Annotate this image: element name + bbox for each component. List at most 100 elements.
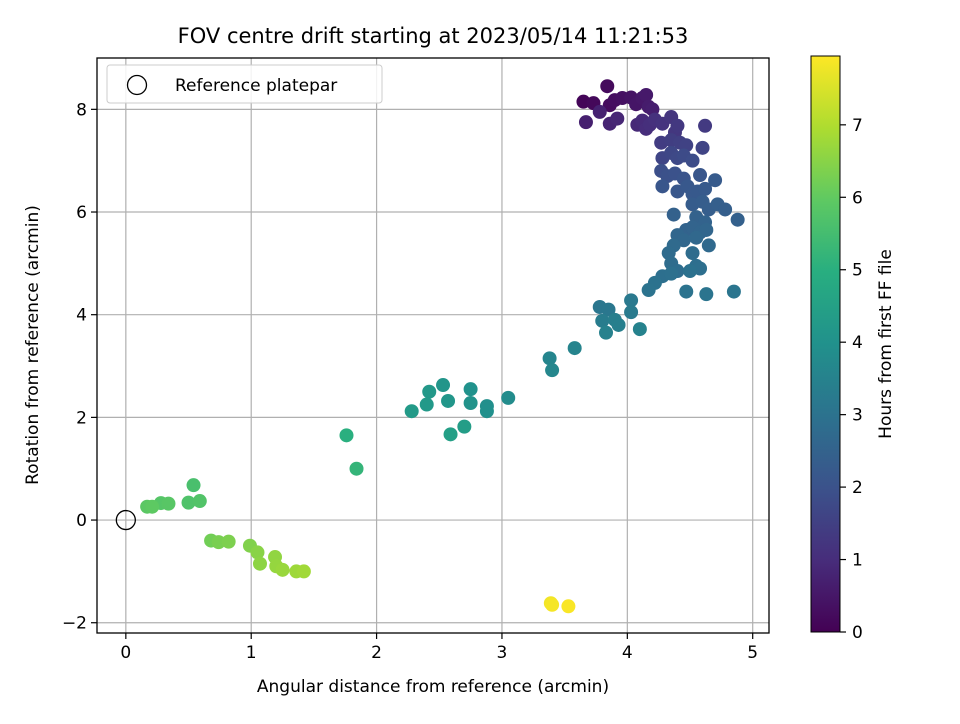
x-tick-label: 3 <box>497 643 508 663</box>
data-point <box>211 535 226 550</box>
colorbar-tick-label: 4 <box>852 333 863 353</box>
y-tick-label: 8 <box>76 100 87 120</box>
x-axis-label: Angular distance from reference (arcmin) <box>257 677 609 697</box>
colorbar-label: Hours from first FF file <box>876 249 896 439</box>
data-point <box>545 597 560 612</box>
data-point <box>192 494 207 509</box>
colorbar-tick-label: 5 <box>852 261 863 281</box>
colorbar <box>810 55 841 633</box>
data-point <box>252 556 267 571</box>
data-point <box>685 153 700 168</box>
data-point <box>632 322 647 337</box>
data-point <box>624 293 639 308</box>
data-point <box>701 238 716 253</box>
data-point <box>275 562 290 577</box>
data-point <box>699 222 714 237</box>
data-point <box>624 305 639 320</box>
plot-frame <box>96 57 770 634</box>
data-point <box>463 382 478 397</box>
legend-marker-reference <box>126 74 148 96</box>
data-point <box>441 393 456 408</box>
data-point <box>221 534 236 549</box>
x-tick-label: 2 <box>371 643 382 663</box>
data-point <box>463 396 478 410</box>
data-point <box>436 378 451 393</box>
data-point <box>542 351 557 366</box>
data-point <box>685 246 700 261</box>
data-point <box>250 545 265 560</box>
reference-platepar-marker <box>115 509 136 531</box>
data-point <box>600 79 615 94</box>
data-point <box>561 599 576 614</box>
grid-lines <box>97 58 769 633</box>
data-point <box>699 287 714 302</box>
legend-label-reference: Reference platepar <box>175 76 337 96</box>
y-tick-label: 2 <box>76 408 87 428</box>
data-point <box>601 302 616 317</box>
data-point <box>443 427 458 442</box>
data-point <box>145 499 160 514</box>
data-point <box>186 478 201 493</box>
y-tick-label: 0 <box>76 511 87 531</box>
data-point <box>708 173 723 188</box>
data-point <box>641 283 656 298</box>
data-point <box>664 266 679 281</box>
legend: Reference platepar <box>106 64 383 104</box>
data-point <box>655 179 670 194</box>
data-point <box>419 397 434 412</box>
data-point <box>683 264 698 279</box>
colorbar-ticks: 0 1 2 3 4 5 6 7 <box>840 116 863 643</box>
data-point <box>296 564 311 579</box>
y-tick-label: 6 <box>76 203 87 223</box>
data-point <box>679 284 694 299</box>
data-point <box>161 496 176 511</box>
data-point <box>404 404 419 419</box>
data-point <box>730 212 745 227</box>
y-tick-label: −2 <box>62 614 87 634</box>
data-point <box>545 363 560 378</box>
data-point <box>726 284 741 299</box>
data-point <box>670 118 685 133</box>
colorbar-tick-label: 3 <box>852 406 863 426</box>
data-point <box>592 104 607 119</box>
data-point <box>698 118 713 133</box>
colorbar-tick-label: 7 <box>852 116 863 136</box>
data-point <box>339 428 354 443</box>
data-points <box>140 79 745 614</box>
data-point <box>693 168 708 183</box>
data-point <box>457 419 472 434</box>
data-point <box>639 87 654 102</box>
x-tick-label: 5 <box>747 643 758 663</box>
data-point <box>595 313 610 328</box>
y-tick-label: 4 <box>76 306 87 326</box>
colorbar-tick-label: 2 <box>852 478 863 498</box>
colorbar-tick-label: 0 <box>852 623 863 643</box>
data-point <box>422 384 437 399</box>
x-tick-label: 1 <box>246 643 257 663</box>
data-point <box>610 111 625 126</box>
x-axis-ticks: 0 1 2 3 4 5 <box>120 633 758 663</box>
x-tick-label: 0 <box>120 643 131 663</box>
colorbar-tick-label: 6 <box>852 188 863 208</box>
data-point <box>689 230 704 245</box>
data-point <box>181 495 196 510</box>
data-point <box>611 317 626 332</box>
data-point <box>599 325 614 340</box>
data-point <box>567 341 582 356</box>
data-point <box>666 207 681 222</box>
colorbar-tick-label: 1 <box>852 551 863 571</box>
data-point <box>698 181 713 196</box>
data-point <box>479 404 494 419</box>
data-point <box>718 202 733 217</box>
x-tick-label: 4 <box>622 643 633 663</box>
reference-marker <box>115 509 136 531</box>
data-point <box>578 115 593 130</box>
y-axis-label: Rotation from reference (arcmin) <box>23 205 43 485</box>
data-point <box>695 140 710 155</box>
legend-box <box>106 64 383 104</box>
data-point <box>501 390 516 405</box>
data-point <box>349 461 364 476</box>
y-axis-ticks: −2 0 2 4 6 8 <box>62 100 97 634</box>
